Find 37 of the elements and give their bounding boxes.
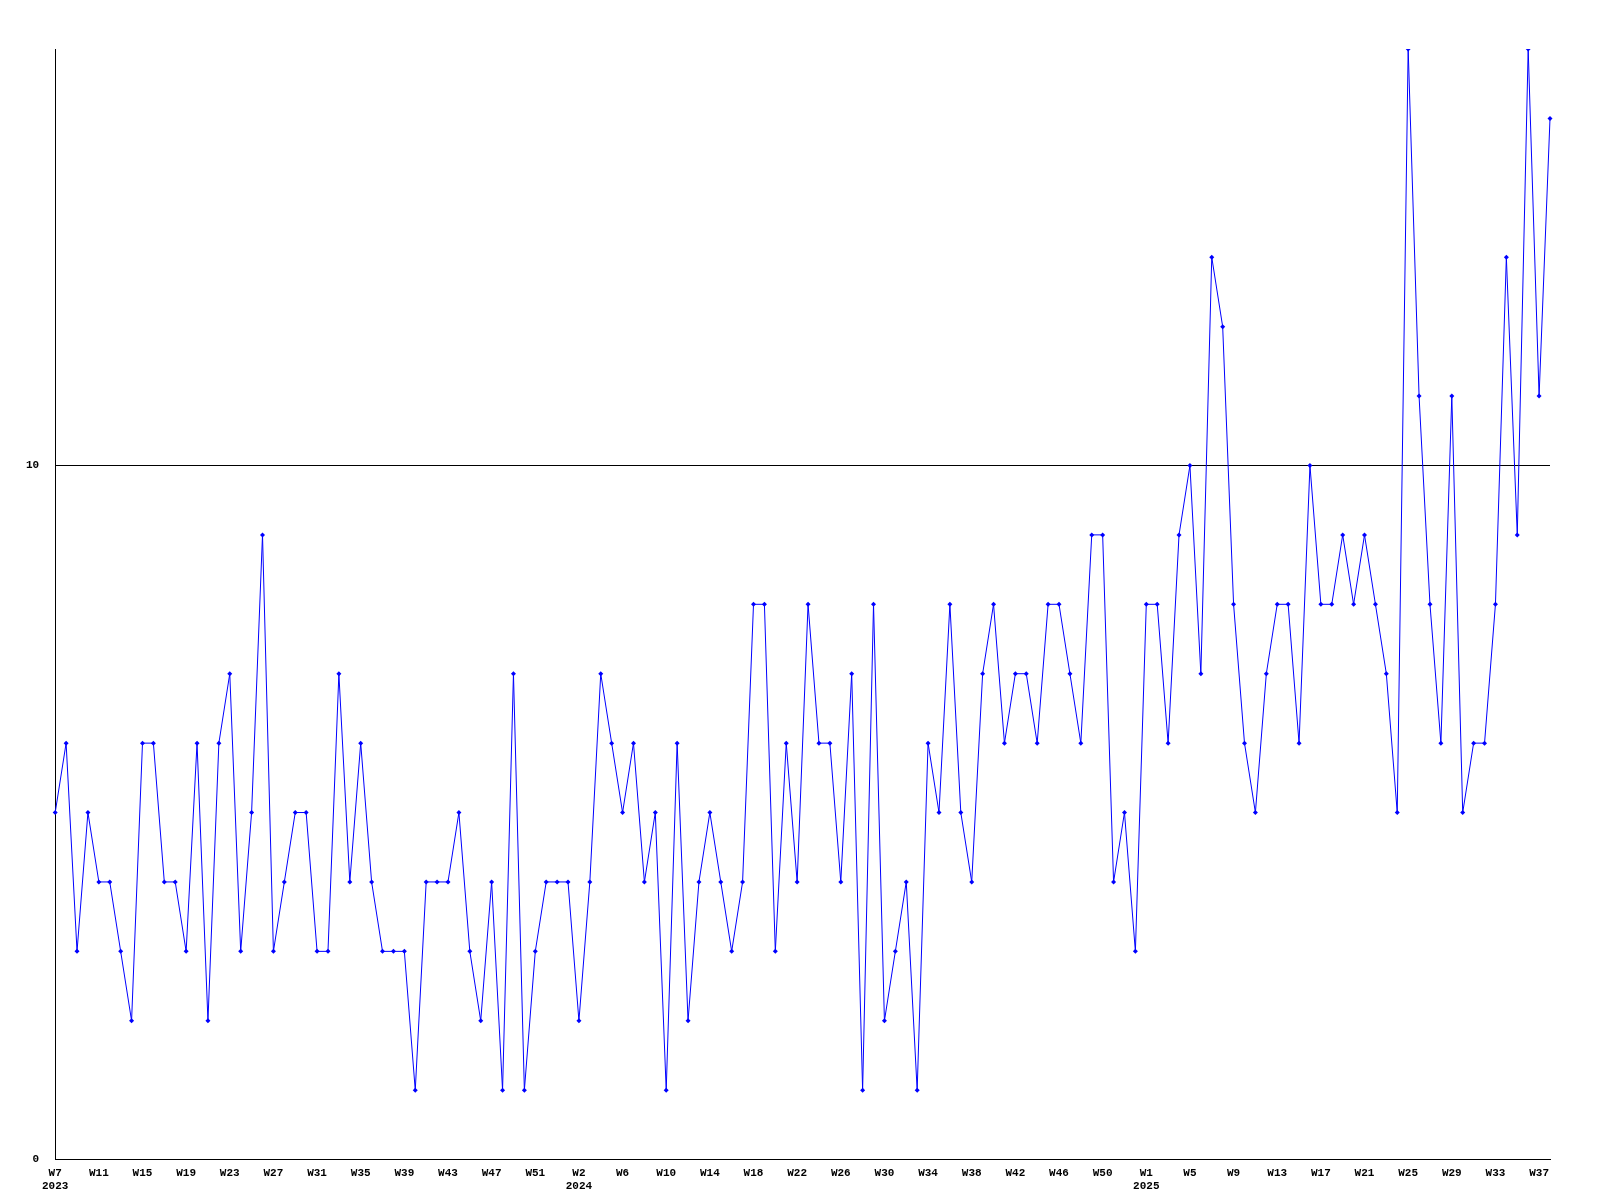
x-tick-label: W37 [1529, 1166, 1549, 1179]
x-tick-label: W35 [350, 1166, 371, 1179]
x-tick-label: W18 [743, 1166, 764, 1179]
y-tick-label: 10 [26, 459, 40, 472]
x-tick-label: W33 [1485, 1166, 1506, 1179]
x-tick-label: W14 [699, 1166, 721, 1179]
x-tick-label: W27 [263, 1166, 284, 1179]
x-tick-label: W23 [219, 1166, 241, 1179]
x-tick-label: W22 [787, 1166, 808, 1179]
x-tick-label: W7 2023 [42, 1166, 69, 1193]
x-tick-label: W15 [132, 1166, 153, 1179]
x-tick-label: W47 [481, 1166, 502, 1179]
x-tick-label: W21 [1354, 1166, 1375, 1179]
x-tick-label: W9 [1226, 1166, 1241, 1179]
x-tick-label: W17 [1310, 1166, 1331, 1179]
x-tick-label: W39 [394, 1166, 415, 1179]
x-tick-label: W50 [1092, 1166, 1113, 1179]
x-tick-label: W5 [1183, 1166, 1197, 1179]
x-tick-label: W11 [88, 1166, 110, 1179]
y-tick-label: 0 [32, 1153, 40, 1166]
x-tick-label: W38 [961, 1166, 983, 1179]
x-tick-label: W26 [830, 1166, 851, 1179]
x-tick-label: W2 2024 [565, 1166, 593, 1193]
x-tick-label: W6 [615, 1166, 630, 1179]
x-tick-label: W34 [918, 1166, 939, 1179]
x-tick-label: W13 [1267, 1166, 1288, 1179]
x-tick-label: W1 2025 [1133, 1166, 1160, 1193]
x-tick-label: W46 [1049, 1166, 1069, 1179]
x-tick-label: W43 [438, 1166, 459, 1179]
x-tick-label: W10 [656, 1166, 677, 1179]
x-tick-label: W42 [1005, 1166, 1026, 1179]
x-tick-label: W29 [1441, 1166, 1462, 1179]
x-tick-label: W19 [176, 1166, 197, 1179]
x-tick-label: W31 [307, 1166, 328, 1179]
x-tick-label: W25 [1398, 1166, 1419, 1179]
x-tick-label: W30 [874, 1166, 895, 1179]
x-tick-label: W51 [525, 1166, 546, 1179]
